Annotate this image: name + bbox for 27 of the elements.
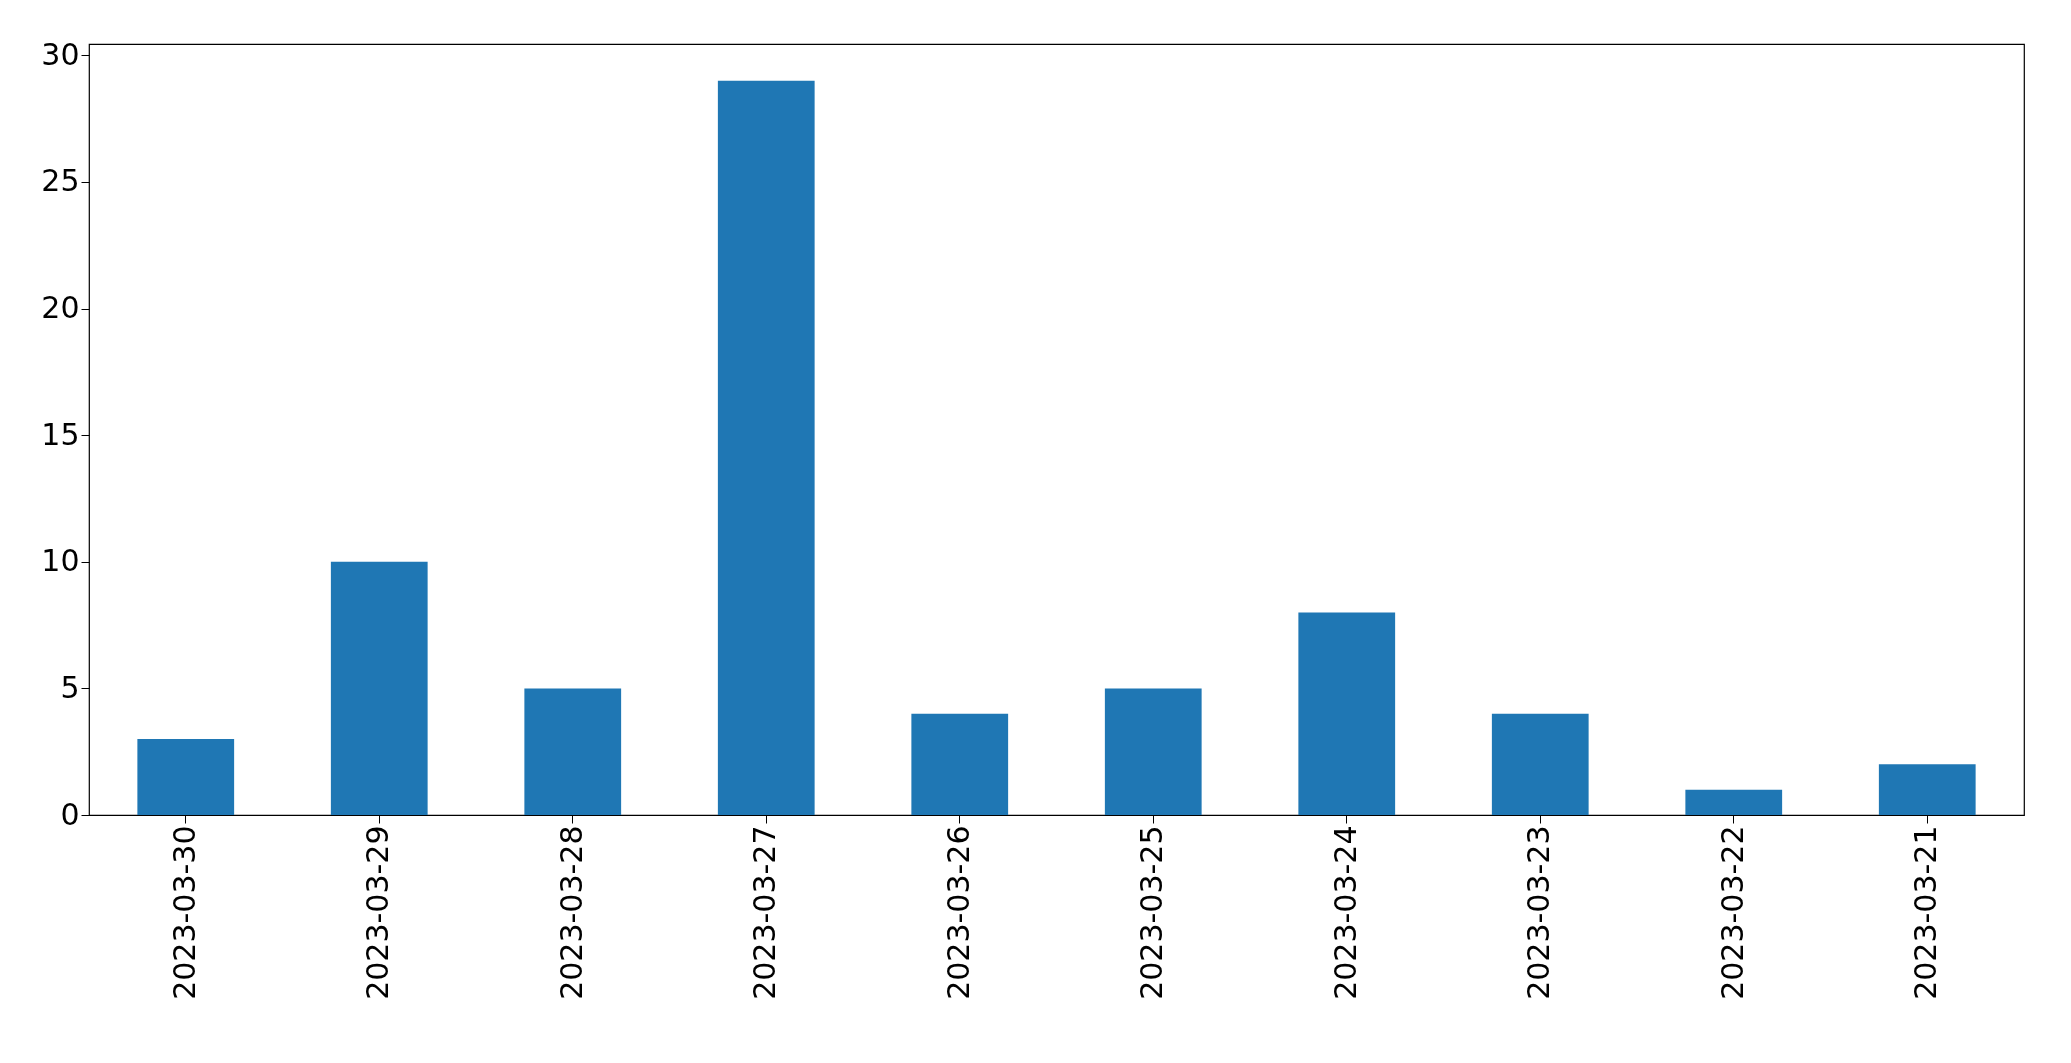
bar	[1104, 688, 1202, 815]
x-tick-label: 2023-03-29	[360, 825, 396, 1000]
bar	[330, 561, 428, 815]
y-tick-label: 5	[60, 669, 80, 705]
x-tick-label: 2023-03-25	[1134, 825, 1170, 1000]
bar	[524, 688, 622, 815]
x-tick-label: 2023-03-30	[166, 825, 202, 1000]
y-tick-label: 25	[41, 163, 80, 199]
x-tick-label: 2023-03-28	[553, 825, 589, 1000]
y-tick-label: 10	[41, 543, 80, 579]
x-tick-label: 2023-03-23	[1521, 825, 1557, 1000]
y-tick-label: 0	[60, 796, 80, 832]
x-tick-label: 2023-03-26	[940, 825, 976, 1000]
y-tick-label: 20	[41, 290, 80, 326]
x-tick-label: 2023-03-27	[747, 825, 783, 1000]
bar	[1491, 713, 1589, 815]
y-tick-label: 30	[41, 36, 80, 72]
x-tick-label: 2023-03-21	[1908, 825, 1944, 1000]
bar	[137, 739, 235, 815]
bar	[1298, 612, 1396, 815]
bar	[1878, 764, 1976, 815]
bar	[717, 80, 815, 815]
y-tick-label: 15	[41, 416, 80, 452]
x-tick-label: 2023-03-22	[1714, 825, 1750, 1000]
x-tick-label: 2023-03-24	[1327, 825, 1363, 1000]
bar	[1685, 789, 1783, 815]
bar	[911, 713, 1009, 815]
